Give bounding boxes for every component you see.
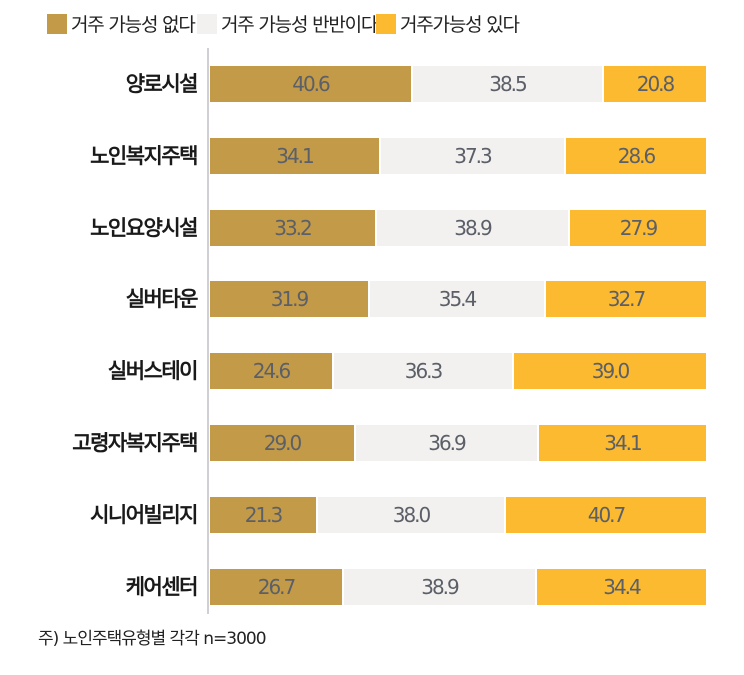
bar-segment-yes: 32.7 — [544, 281, 706, 317]
bar-segment-half: 38.9 — [342, 569, 535, 605]
bar-segment-no: 29.0 — [210, 425, 354, 461]
bar-segment-half: 36.3 — [332, 353, 512, 389]
bar-row: 실버스테이 24.6 36.3 39.0 — [0, 353, 744, 389]
category-label: 양로시설 — [125, 72, 199, 96]
bar-row: 실버타운 31.9 35.4 32.7 — [0, 281, 744, 317]
category-label: 케어센터 — [125, 575, 199, 599]
bar-segment-yes: 20.8 — [602, 66, 706, 102]
legend-swatch-half — [197, 13, 217, 34]
bar-row: 노인요양시설 33.2 38.9 27.9 — [0, 210, 744, 246]
bar-row: 시니어빌리지 21.3 38.0 40.7 — [0, 497, 744, 533]
legend-label-half: 거주 가능성 반반이다 — [221, 14, 378, 36]
bar-segment-no: 33.2 — [210, 210, 375, 246]
bar-row: 케어센터 26.7 38.9 34.4 — [0, 569, 744, 605]
bar-segment-no: 26.7 — [210, 569, 342, 605]
legend-label-yes: 거주가능성 있다 — [400, 14, 520, 36]
bar-row: 양로시설 40.6 38.5 20.8 — [0, 66, 744, 102]
stacked-bar: 24.6 36.3 39.0 — [210, 353, 706, 389]
stacked-bar: 33.2 38.9 27.9 — [210, 210, 706, 246]
category-label: 노인요양시설 — [90, 216, 198, 240]
bar-row: 고령자복지주택 29.0 36.9 34.1 — [0, 425, 744, 461]
bar-segment-yes: 39.0 — [512, 353, 706, 389]
bar-segment-yes: 27.9 — [568, 210, 706, 246]
stacked-bar: 21.3 38.0 40.7 — [210, 497, 706, 533]
legend-item-yes: 거주가능성 있다 — [376, 10, 520, 37]
category-label: 고령자복지주택 — [72, 431, 198, 455]
legend-item-half: 거주 가능성 반반이다 — [197, 10, 378, 37]
stacked-bar: 40.6 38.5 20.8 — [210, 66, 706, 102]
bar-segment-half: 35.4 — [368, 281, 544, 317]
bar-segment-yes: 34.1 — [537, 425, 706, 461]
stacked-bar: 34.1 37.3 28.6 — [210, 138, 706, 174]
category-axis-line — [207, 48, 209, 614]
stacked-bar: 31.9 35.4 32.7 — [210, 281, 706, 317]
category-label: 노인복지주택 — [90, 144, 198, 168]
legend-item-no: 거주 가능성 없다 — [47, 10, 196, 37]
bar-segment-half: 36.9 — [354, 425, 537, 461]
bar-segment-half: 38.9 — [375, 210, 568, 246]
bar-segment-yes: 34.4 — [535, 569, 706, 605]
legend-label-no: 거주 가능성 없다 — [71, 14, 196, 36]
bar-segment-yes: 40.7 — [504, 497, 706, 533]
bar-segment-half: 38.5 — [411, 66, 602, 102]
bar-segment-half: 37.3 — [379, 138, 564, 174]
legend-swatch-yes — [376, 13, 396, 34]
legend-swatch-no — [47, 13, 67, 34]
bar-segment-yes: 28.6 — [564, 138, 706, 174]
category-label: 실버스테이 — [107, 359, 199, 383]
bar-segment-no: 40.6 — [210, 66, 411, 102]
footnote: 주) 노인주택유형별 각각 n=3000 — [38, 629, 267, 649]
bar-segment-no: 21.3 — [210, 497, 316, 533]
category-label: 시니어빌리지 — [90, 503, 198, 527]
bar-segment-no: 24.6 — [210, 353, 332, 389]
chart-legend: 거주 가능성 없다 거주 가능성 반반이다 거주가능성 있다 — [0, 6, 744, 40]
bar-segment-no: 31.9 — [210, 281, 368, 317]
bar-segment-half: 38.0 — [316, 497, 504, 533]
bar-segment-no: 34.1 — [210, 138, 379, 174]
stacked-bar: 26.7 38.9 34.4 — [210, 569, 706, 605]
bar-row: 노인복지주택 34.1 37.3 28.6 — [0, 138, 744, 174]
category-label: 실버타운 — [125, 287, 199, 311]
stacked-bar: 29.0 36.9 34.1 — [210, 425, 706, 461]
